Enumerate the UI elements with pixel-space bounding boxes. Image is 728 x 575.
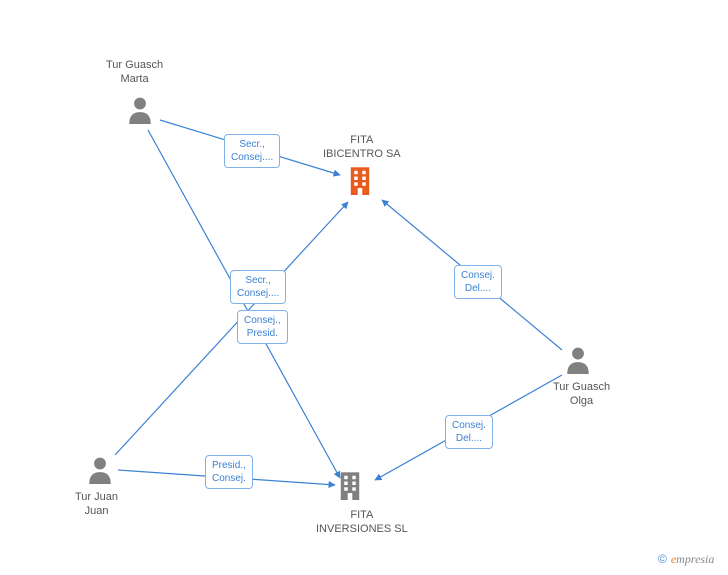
edge-label: Presid., Consej. xyxy=(205,455,253,489)
copyright-symbol: © xyxy=(658,552,667,566)
edge-label: Secr., Consej.... xyxy=(230,270,286,304)
node-label: Tur Guasch Marta xyxy=(106,58,163,87)
person-icon xyxy=(565,346,591,379)
node-label: Tur Guasch Olga xyxy=(553,380,610,409)
node-label: FITA INVERSIONES SL xyxy=(316,508,408,537)
node-label: FITA IBICENTRO SA xyxy=(323,133,401,162)
edge-label: Secr., Consej.... xyxy=(224,134,280,168)
watermark: ©empresia xyxy=(658,552,714,567)
node-label: Tur Juan Juan xyxy=(75,490,118,519)
building-icon xyxy=(336,470,364,505)
edge-line xyxy=(115,202,348,455)
edge-label: Consej. Del.... xyxy=(445,415,493,449)
edge-line xyxy=(148,130,340,478)
brand-rest: mpresia xyxy=(676,552,714,566)
edge-label: Consej. Del.... xyxy=(454,265,502,299)
person-icon xyxy=(87,456,113,489)
building-icon xyxy=(346,165,374,200)
edge-label: Consej., Presid. xyxy=(237,310,288,344)
person-icon xyxy=(127,96,153,129)
